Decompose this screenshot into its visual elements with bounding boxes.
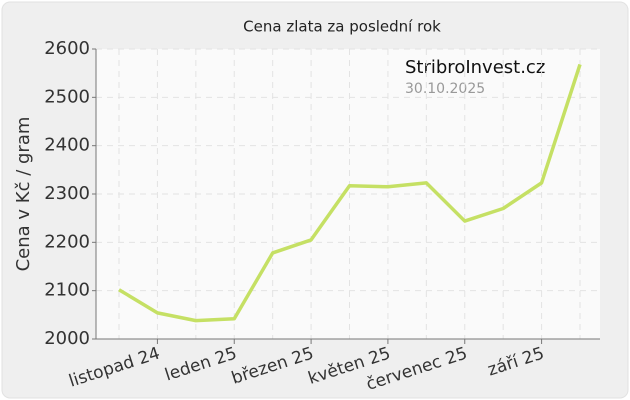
y-tick-label: 2100	[44, 280, 90, 301]
y-tick-label: 2000	[44, 328, 90, 349]
date-label: 30.10.2025	[405, 81, 485, 97]
y-tick-label: 2300	[44, 183, 90, 204]
y-tick-label: 2500	[44, 86, 90, 107]
watermark: StribroInvest.cz	[405, 57, 545, 78]
y-tick-label: 2200	[44, 231, 90, 252]
price-line	[118, 63, 582, 323]
chart-title: Cena zlata za poslední rok	[243, 18, 441, 36]
y-tick-label: 2600	[44, 38, 90, 59]
y-axis-label: Cena v Kč / gram	[13, 117, 34, 272]
y-tick-label: 2400	[44, 135, 90, 156]
